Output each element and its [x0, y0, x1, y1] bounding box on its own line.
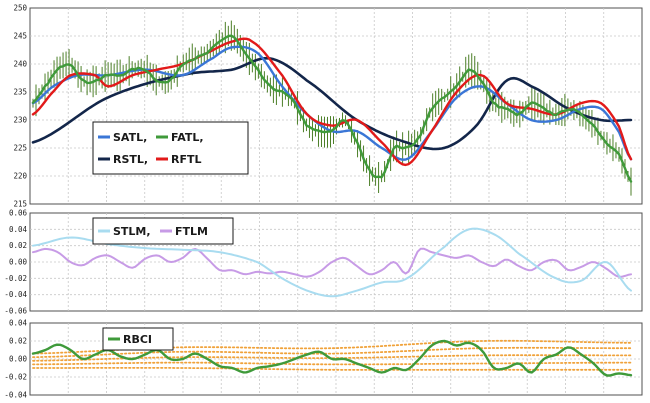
legend: RBCI	[102, 327, 174, 351]
legend: SATL, FATL, RSTL, RFTL	[92, 121, 249, 175]
legend-label-rftl: RFTL	[171, 153, 202, 166]
y-tick-label: 235	[13, 88, 27, 97]
y-tick-label: 0.04	[9, 319, 28, 328]
rbci-band-line	[32, 346, 632, 359]
y-tick-label: 245	[13, 32, 27, 41]
legend-box	[102, 327, 174, 351]
y-tick-label: -0.02	[4, 274, 27, 283]
y-tick-label: -0.06	[4, 307, 27, 316]
y-tick-label: 0.04	[9, 225, 28, 234]
y-tick-label: -0.04	[4, 391, 27, 400]
rbci-panel: 0.04 0.02 0.00 -0.02 -0.04 RBCI	[4, 319, 643, 400]
y-tick-label: -0.04	[4, 290, 27, 299]
legend-label-rstl: RSTL,	[113, 153, 148, 166]
stlm-line	[32, 227, 632, 298]
rbci-band-line	[32, 367, 632, 371]
fatl-line	[31, 34, 633, 183]
y-tick-label: 0.00	[9, 258, 28, 267]
y-tick-label: 0.00	[9, 355, 28, 364]
y-tick-label: 225	[13, 144, 27, 153]
legend-label-stlm: STLM,	[113, 225, 151, 238]
legend: STLM, FTLM	[92, 217, 234, 245]
rstl-line	[31, 56, 633, 151]
y-tick-label: 230	[13, 116, 27, 125]
y-tick-label: 220	[13, 172, 27, 181]
y-tick-label: 0.02	[9, 241, 27, 250]
legend-label-ftlm: FTLM	[175, 225, 208, 238]
legend-label-rbci: RBCI	[123, 333, 152, 346]
rbci-band-line	[32, 361, 632, 366]
rftl-line	[31, 37, 633, 167]
y-tick-label: 240	[13, 60, 27, 69]
legend-box	[92, 121, 249, 175]
rbci-line	[31, 339, 633, 377]
ftlm-line	[32, 247, 632, 278]
price-panel: 250 245 240 235 230 225 220 215 SATL, FATL, RSTL, R…	[13, 4, 643, 209]
momentum-panel: 0.06 0.04 0.02 0.00 -0.02 -0.04 -0.06 STLM, FTLM	[4, 209, 643, 316]
legend-label-satl: SATL,	[113, 131, 147, 144]
y-tick-label: 215	[13, 200, 27, 209]
y-tick-label: -0.02	[4, 373, 27, 382]
y-tick-label: 0.06	[9, 209, 28, 218]
y-tick-label: 0.02	[9, 337, 27, 346]
y-tick-label: 250	[13, 4, 27, 13]
legend-label-fatl: FATL,	[171, 131, 204, 144]
